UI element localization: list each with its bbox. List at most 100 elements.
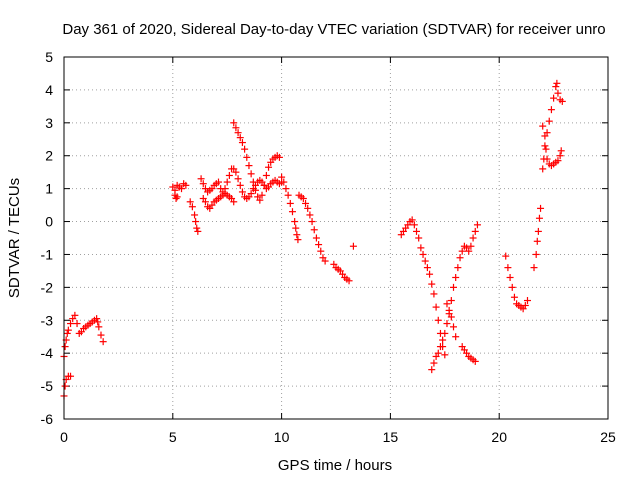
data-point bbox=[63, 329, 71, 337]
y-tick-label: 1 bbox=[45, 181, 53, 197]
data-point bbox=[441, 329, 449, 337]
data-point bbox=[408, 216, 416, 224]
grid-layer bbox=[64, 57, 608, 419]
data-point bbox=[249, 178, 257, 186]
data-point bbox=[251, 186, 259, 194]
data-point bbox=[262, 171, 270, 179]
data-point bbox=[530, 264, 538, 272]
data-point bbox=[426, 270, 434, 278]
data-point bbox=[534, 227, 542, 235]
data-point bbox=[288, 208, 296, 216]
y-tick-label: -5 bbox=[41, 378, 54, 394]
data-point bbox=[349, 242, 357, 250]
data-point bbox=[521, 301, 529, 309]
y-tick-label: -6 bbox=[41, 411, 54, 427]
data-point bbox=[302, 199, 310, 207]
data-point bbox=[306, 211, 314, 219]
data-point bbox=[454, 264, 462, 272]
y-tick-label: -2 bbox=[41, 279, 54, 295]
data-point bbox=[299, 195, 307, 203]
y-tick-label: 2 bbox=[45, 148, 53, 164]
data-point bbox=[97, 331, 105, 339]
data-point bbox=[554, 89, 562, 97]
y-tick-label: 4 bbox=[45, 82, 53, 98]
data-point bbox=[434, 349, 442, 357]
data-point bbox=[260, 181, 268, 189]
data-point bbox=[232, 168, 240, 176]
data-point bbox=[321, 257, 329, 265]
data-point bbox=[510, 293, 518, 301]
data-point bbox=[67, 320, 75, 328]
data-point bbox=[458, 247, 466, 255]
data-point bbox=[282, 185, 290, 193]
x-tick-label: 10 bbox=[274, 429, 290, 445]
data-point bbox=[247, 170, 255, 178]
y-tick-label: 5 bbox=[45, 49, 53, 65]
data-point bbox=[225, 171, 233, 179]
data-point bbox=[533, 237, 541, 245]
data-point bbox=[436, 343, 444, 351]
data-point bbox=[554, 157, 562, 165]
data-point bbox=[417, 244, 425, 252]
data-point bbox=[543, 129, 551, 137]
data-point bbox=[452, 273, 460, 281]
data-point bbox=[241, 145, 249, 153]
data-point bbox=[191, 211, 199, 219]
data-point bbox=[291, 218, 299, 226]
data-point bbox=[284, 191, 292, 199]
data-point bbox=[238, 188, 246, 196]
data-point bbox=[502, 252, 510, 260]
data-point bbox=[542, 145, 550, 153]
x-axis-label: GPS time / hours bbox=[278, 457, 392, 474]
data-point bbox=[192, 218, 200, 226]
data-point bbox=[232, 124, 240, 132]
data-point bbox=[61, 343, 69, 351]
data-point bbox=[71, 311, 79, 319]
data-point bbox=[286, 199, 294, 207]
data-point bbox=[234, 129, 242, 137]
x-tick-label: 5 bbox=[169, 429, 177, 445]
data-point bbox=[188, 203, 196, 211]
data-point bbox=[447, 313, 455, 321]
data-point bbox=[430, 359, 438, 367]
data-point bbox=[275, 153, 283, 161]
data-point bbox=[280, 178, 288, 186]
data-point bbox=[443, 300, 451, 308]
data-point bbox=[552, 83, 560, 91]
data-point bbox=[556, 152, 564, 160]
data-point bbox=[506, 273, 514, 281]
data-point bbox=[317, 247, 325, 255]
data-point bbox=[540, 155, 548, 163]
data-markers bbox=[60, 79, 566, 400]
data-point bbox=[439, 336, 447, 344]
data-point bbox=[410, 221, 418, 229]
data-point bbox=[430, 290, 438, 298]
data-point bbox=[99, 338, 107, 346]
data-point bbox=[471, 227, 479, 235]
chart-title: Day 361 of 2020, Sidereal Day-to-day VTE… bbox=[62, 21, 605, 38]
x-tick-label: 0 bbox=[60, 429, 68, 445]
data-point bbox=[441, 351, 449, 359]
data-point bbox=[73, 320, 81, 328]
data-point bbox=[294, 236, 302, 244]
data-point bbox=[172, 195, 180, 203]
data-point bbox=[236, 134, 244, 142]
data-point bbox=[558, 97, 566, 105]
data-point bbox=[238, 139, 246, 147]
data-point bbox=[428, 280, 436, 288]
data-point bbox=[535, 214, 543, 222]
plot-frame bbox=[63, 56, 609, 420]
data-point bbox=[452, 333, 460, 341]
data-point bbox=[292, 224, 300, 232]
data-point bbox=[450, 283, 458, 291]
data-point bbox=[194, 227, 202, 235]
data-point bbox=[345, 277, 353, 285]
data-point bbox=[553, 79, 561, 87]
data-point bbox=[315, 241, 323, 249]
data-point bbox=[236, 181, 244, 189]
data-point bbox=[214, 178, 222, 186]
data-point bbox=[465, 247, 473, 255]
data-point bbox=[64, 326, 72, 334]
x-tick-label: 25 bbox=[600, 429, 616, 445]
